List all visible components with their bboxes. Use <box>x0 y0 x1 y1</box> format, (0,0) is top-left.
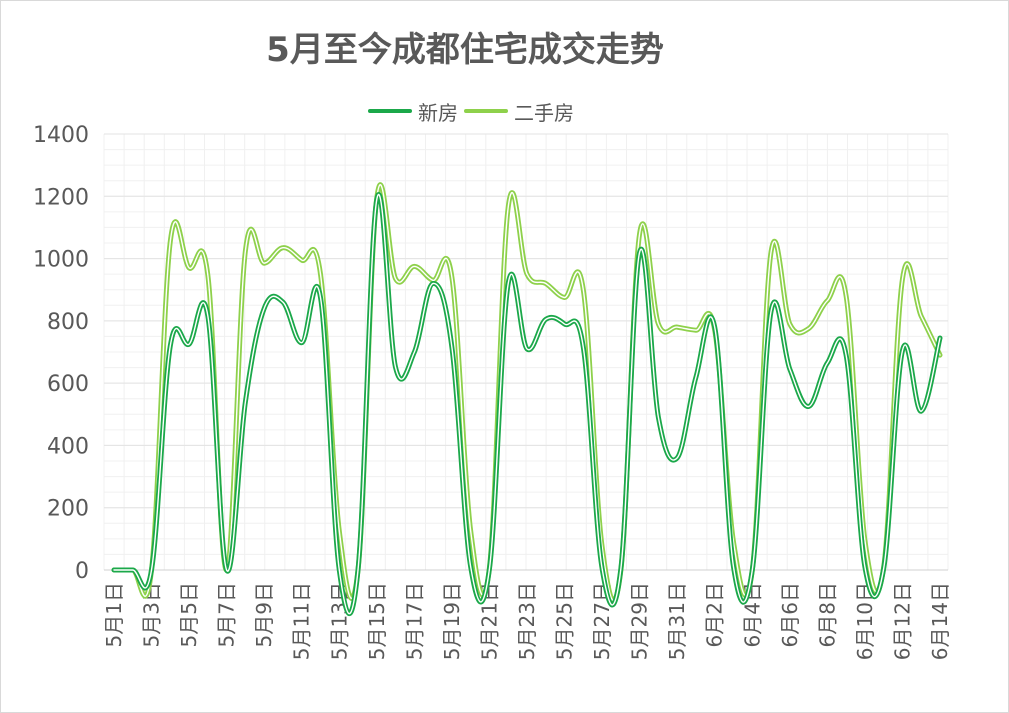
x-tick-label: 5月11日 <box>290 582 314 660</box>
y-tick-label: 1400 <box>33 123 89 148</box>
x-tick-label: 5月5日 <box>177 582 201 647</box>
series-line-inner-second-hand-house <box>113 184 941 602</box>
x-tick-label: 5月19日 <box>440 582 464 660</box>
legend-item-second-hand-house: 二手房 <box>464 97 574 126</box>
y-tick-label: 0 <box>75 559 89 584</box>
series-line-inner-new-house <box>113 194 941 615</box>
x-tick-label: 6月2日 <box>703 582 727 647</box>
legend-label-second-hand-house: 二手房 <box>514 100 574 125</box>
y-axis: 0 200 400 600 800 1000 1200 1400 <box>33 123 89 584</box>
x-tick-label: 6月8日 <box>815 582 839 647</box>
x-tick-label: 5月23日 <box>515 582 539 660</box>
x-tick-label: 5月1日 <box>102 582 126 647</box>
y-tick-label: 200 <box>47 497 89 522</box>
y-tick-label: 800 <box>47 310 89 335</box>
x-tick-label: 5月29日 <box>628 582 652 660</box>
legend-label-new-house: 新房 <box>418 100 458 125</box>
x-tick-label: 6月12日 <box>890 582 914 660</box>
x-tick-label: 6月6日 <box>778 582 802 647</box>
chart-title: 5月至今成都住宅成交走势 <box>266 30 664 70</box>
y-tick-label: 400 <box>47 434 89 459</box>
legend-item-new-house: 新房 <box>368 97 458 126</box>
x-tick-label: 5月7日 <box>215 582 239 647</box>
legend-swatch-new-house <box>368 109 412 113</box>
y-tick-label: 1200 <box>33 185 89 210</box>
x-tick-label: 5月15日 <box>365 582 389 660</box>
y-tick-label: 1000 <box>33 248 89 273</box>
x-axis: 5月1日 5月3日 5月5日 5月7日 5月9日 5月11日 5月13日 5月15日 5月17日… <box>102 582 952 660</box>
legend-swatch-second-hand-house <box>464 109 508 113</box>
x-tick-label: 5月31日 <box>665 582 689 660</box>
x-tick-label: 5月9日 <box>252 582 276 647</box>
chart-legend: 新房 二手房 <box>368 97 580 126</box>
y-tick-label: 600 <box>47 372 89 397</box>
x-tick-label: 5月25日 <box>553 582 577 660</box>
x-tick-label: 6月14日 <box>928 582 952 660</box>
x-tick-label: 5月17日 <box>402 582 426 660</box>
series-lines <box>111 182 943 616</box>
